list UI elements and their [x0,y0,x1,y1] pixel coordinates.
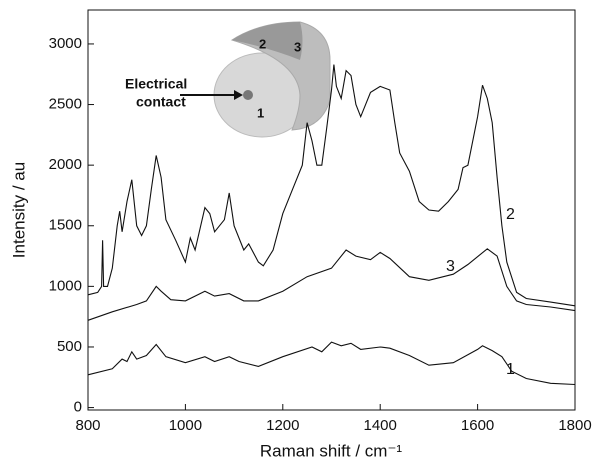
spectrum-line [87,341,576,386]
x-tick-label: 1400 [364,417,397,434]
y-tick-label: 1500 [49,217,82,234]
arrow-head [234,90,243,100]
contact-dot [243,90,253,100]
y-tick-label: 2500 [49,96,82,113]
inset: Electrical contact 1 2 3 [125,21,331,138]
x-tick-label: 1200 [266,417,299,434]
y-tick-label: 0 [74,399,82,416]
x-tick-label: 1600 [461,417,494,434]
contact-label: contact [136,94,186,110]
series-label: 1 [506,361,515,378]
y-tick-label: 500 [57,338,82,355]
y-tick-label: 2000 [49,156,82,173]
y-axis-title: Intensity / au [9,162,28,258]
x-tick-label: 800 [75,417,100,434]
plot-frame [87,9,576,411]
cylinder-top [232,22,303,60]
face-label: 3 [294,39,301,54]
face-label: 1 [257,105,264,120]
spectrum-line [87,64,576,307]
y-tick-label: 1000 [49,277,82,294]
x-axis-title: Raman shift / cm⁻¹ [260,441,403,460]
series-label: 2 [506,206,515,223]
x-tick-label: 1000 [169,417,202,434]
face-label: 2 [259,36,266,51]
contact-label: Electrical [125,76,187,92]
y-tick-label: 3000 [49,35,82,52]
series-label: 3 [446,258,455,275]
spectrum-line [87,248,576,321]
x-tick-label: 1800 [558,417,591,434]
